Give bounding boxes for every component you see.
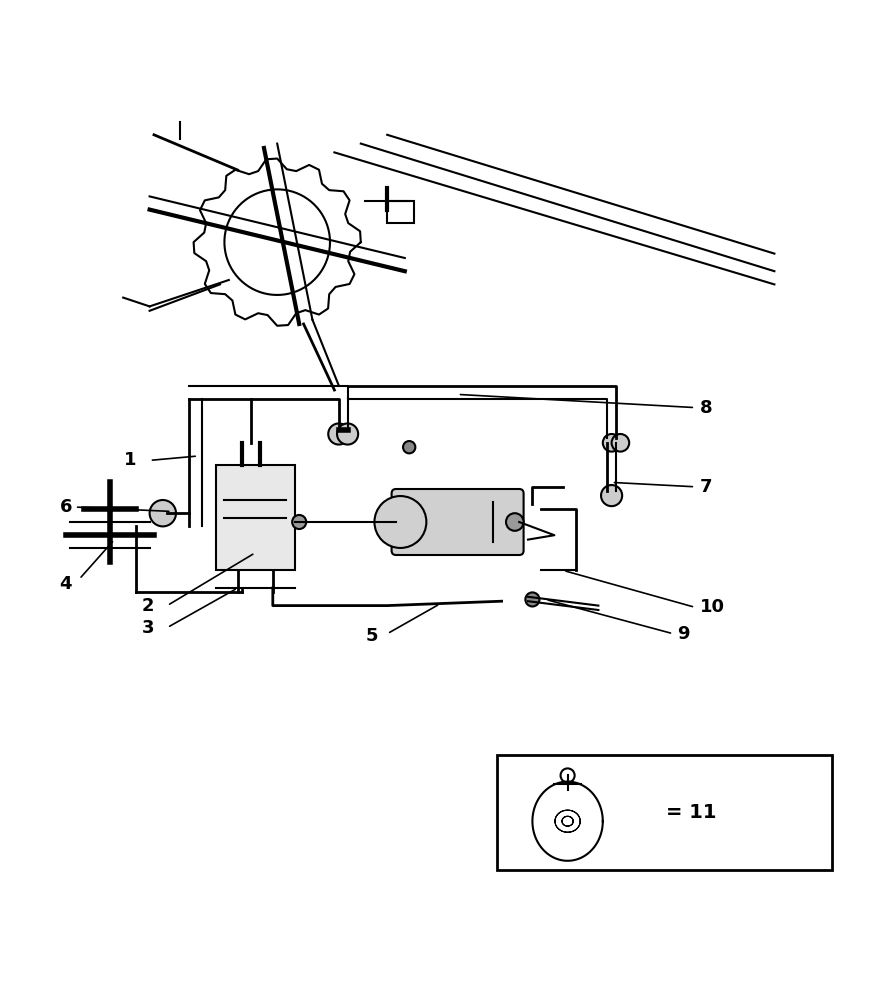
Circle shape xyxy=(601,485,622,506)
Circle shape xyxy=(603,434,620,452)
Text: = 11: = 11 xyxy=(665,803,716,822)
Text: 7: 7 xyxy=(700,478,712,496)
Text: 10: 10 xyxy=(700,598,724,616)
Text: 3: 3 xyxy=(142,619,154,637)
Text: 5: 5 xyxy=(366,627,378,645)
Circle shape xyxy=(328,423,349,445)
Text: 4: 4 xyxy=(60,575,72,593)
Circle shape xyxy=(525,592,539,606)
Circle shape xyxy=(612,434,629,452)
Circle shape xyxy=(403,441,415,453)
Bar xyxy=(216,465,295,570)
Bar xyxy=(497,755,832,870)
Circle shape xyxy=(292,515,306,529)
Text: 8: 8 xyxy=(700,399,712,417)
Bar xyxy=(387,201,414,223)
Circle shape xyxy=(337,423,358,445)
Text: 9: 9 xyxy=(678,625,690,643)
Text: 1: 1 xyxy=(124,451,136,469)
Text: 2: 2 xyxy=(142,597,154,615)
Circle shape xyxy=(150,500,176,526)
FancyBboxPatch shape xyxy=(392,489,524,555)
Circle shape xyxy=(506,513,524,531)
Text: 6: 6 xyxy=(60,498,72,516)
Circle shape xyxy=(375,496,427,548)
